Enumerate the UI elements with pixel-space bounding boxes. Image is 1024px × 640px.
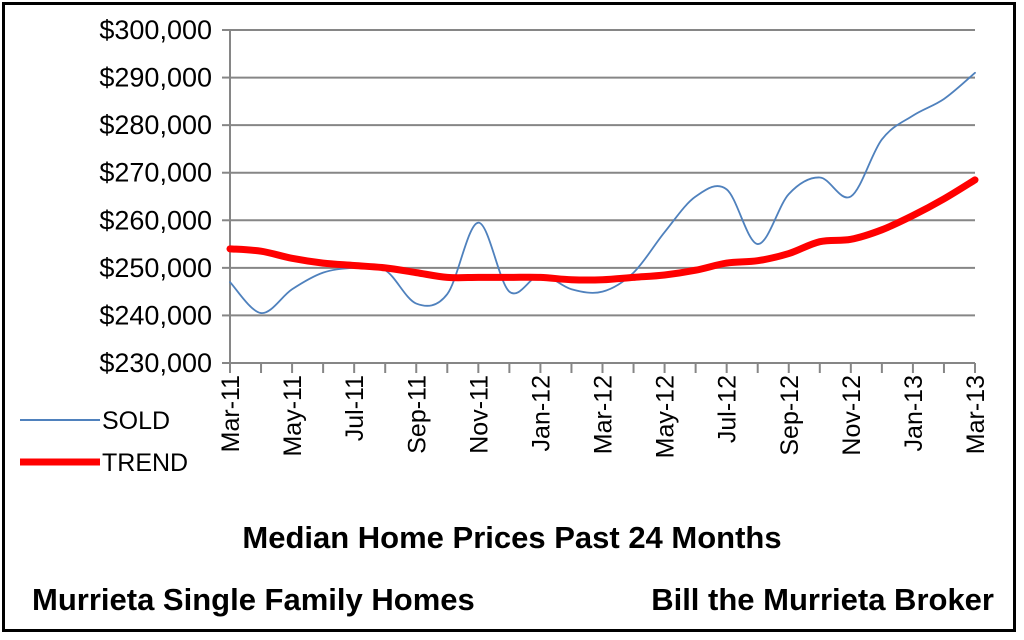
x-tick-label: Jul-12 [714, 375, 742, 443]
x-axis-ticks: Mar-11 May-11 Jul-11 Sep-11 Nov-11 Jan-12 Mar-… [217, 363, 990, 458]
x-tick-label: Sep-11 [403, 375, 431, 454]
y-axis-ticks: $230,000 $240,000 $250,000 $260,000 $270,000… [99, 15, 230, 378]
y-tick-label: $230,000 [99, 348, 212, 378]
x-tick-label: Jan-13 [900, 375, 928, 451]
chart-title: Median Home Prices Past 24 Months [242, 520, 781, 555]
y-tick-label: $280,000 [99, 110, 212, 140]
x-tick-label: Mar-12 [590, 375, 618, 454]
y-tick-label: $260,000 [99, 205, 212, 235]
x-tick-label: Mar-11 [217, 375, 245, 452]
subtitle-right: Bill the Murrieta Broker [651, 582, 994, 617]
y-tick-label: $290,000 [99, 63, 212, 93]
x-tick-label: Nov-12 [838, 375, 866, 456]
chart-frame [2, 2, 1016, 632]
gridlines [230, 29, 975, 317]
series-line-trend [226, 176, 979, 284]
x-tick-label: Mar-13 [962, 375, 990, 454]
series [226, 71, 979, 314]
y-tick-label: $270,000 [99, 158, 212, 188]
legend-trend-label: TREND [102, 449, 188, 477]
x-tick-label: May-11 [279, 375, 307, 457]
x-tick-label: May-12 [652, 375, 680, 458]
legend: SOLD TREND [20, 407, 188, 477]
x-tick-label: Sep-12 [776, 375, 804, 456]
subtitle-left: Murrieta Single Family Homes [32, 582, 475, 617]
y-tick-label: $300,000 [99, 15, 212, 45]
legend-sold-label: SOLD [102, 407, 170, 435]
axes [222, 30, 975, 371]
x-tick-label: Jul-11 [341, 375, 369, 441]
x-tick-label: Nov-11 [465, 375, 493, 454]
y-tick-label: $240,000 [99, 300, 212, 330]
y-tick-label: $250,000 [99, 253, 212, 283]
x-tick-label: Jan-12 [527, 375, 555, 451]
